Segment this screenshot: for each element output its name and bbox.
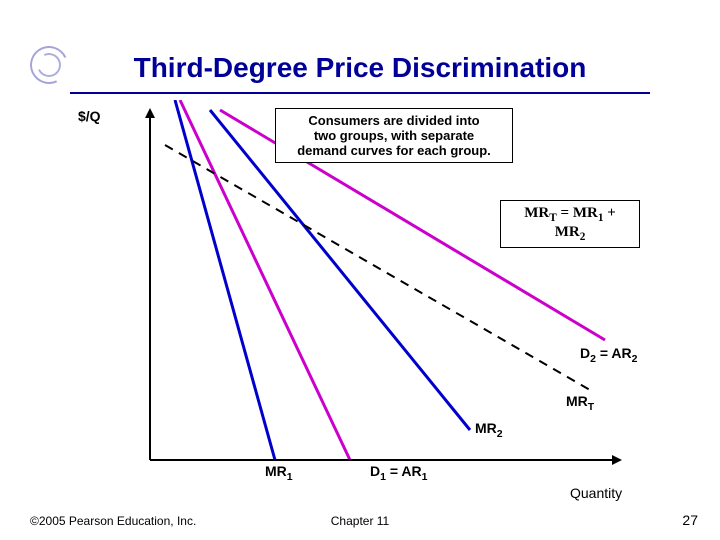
mrt-label: MRT xyxy=(566,393,594,413)
explainer-line-3: demand curves for each group. xyxy=(284,143,504,158)
mr1-label: MR1 xyxy=(265,463,293,483)
mr2-label: MR2 xyxy=(475,420,503,440)
x-axis-label: Quantity xyxy=(570,485,622,501)
page-number: 27 xyxy=(682,512,698,528)
title-underline xyxy=(70,92,650,94)
d2-label: D2 = AR2 xyxy=(580,345,637,365)
equation-box: MRT = MR1 + MR2 xyxy=(500,200,640,248)
d1-label: D1 = AR1 xyxy=(370,463,427,483)
explainer-box: Consumers are divided into two groups, w… xyxy=(275,108,513,163)
economics-diagram: $/Q Consumers are divided into two group… xyxy=(80,100,640,480)
chapter-text: Chapter 11 xyxy=(0,514,720,528)
y-axis-label: $/Q xyxy=(78,108,101,124)
slide-title: Third-Degree Price Discrimination xyxy=(0,52,720,84)
explainer-line-1: Consumers are divided into xyxy=(284,113,504,128)
explainer-line-2: two groups, with separate xyxy=(284,128,504,143)
